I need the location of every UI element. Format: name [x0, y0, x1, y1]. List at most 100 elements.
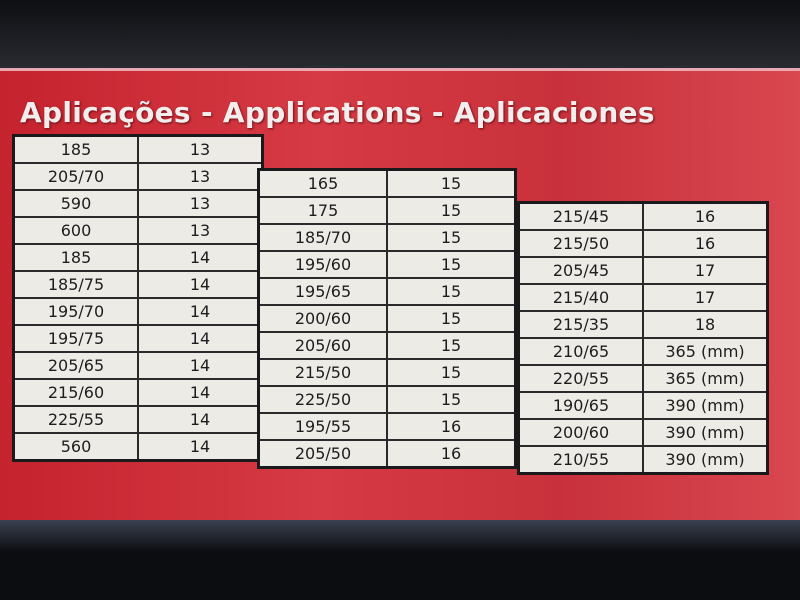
- tire-size-cell: 210/65: [517, 337, 644, 366]
- table-row: 165 15: [257, 168, 517, 198]
- rim-size-cell: 15: [386, 196, 517, 225]
- rim-size-cell: 390 (mm): [642, 445, 769, 475]
- tire-size-cell: 165: [257, 168, 388, 198]
- rim-size-cell: 15: [386, 331, 517, 360]
- rim-size-cell: 16: [386, 439, 517, 469]
- rim-size-cell: 14: [137, 243, 264, 272]
- table-row: 205/65 14: [12, 351, 264, 380]
- rim-size-cell: 15: [386, 358, 517, 387]
- rim-size-cell: 13: [137, 134, 264, 164]
- tire-size-cell: 215/60: [12, 378, 139, 407]
- tire-size-cell: 195/65: [257, 277, 388, 306]
- table-row: 215/50 15: [257, 358, 517, 387]
- tire-size-cell: 200/60: [257, 304, 388, 333]
- table-row: 185 14: [12, 243, 264, 272]
- rim-size-cell: 14: [137, 432, 264, 462]
- table-row: 195/75 14: [12, 324, 264, 353]
- table-row: 205/50 16: [257, 439, 517, 469]
- table-row: 195/55 16: [257, 412, 517, 441]
- rim-size-cell: 15: [386, 277, 517, 306]
- tire-size-cell: 205/50: [257, 439, 388, 469]
- applications-table-2: 165 15 175 15 185/70 15 195/60 15 195/65 15 200/60…: [257, 168, 517, 469]
- table-row: 215/40 17: [517, 283, 769, 312]
- rim-size-cell: 390 (mm): [642, 418, 769, 447]
- table-row: 175 15: [257, 196, 517, 225]
- tire-size-cell: 215/45: [517, 201, 644, 231]
- table-row: 215/50 16: [517, 229, 769, 258]
- table-row: 225/55 14: [12, 405, 264, 434]
- rim-size-cell: 14: [137, 297, 264, 326]
- rim-size-cell: 15: [386, 304, 517, 333]
- tire-size-cell: 220/55: [517, 364, 644, 393]
- tire-size-cell: 205/45: [517, 256, 644, 285]
- tire-size-cell: 185: [12, 243, 139, 272]
- tire-size-cell: 175: [257, 196, 388, 225]
- tire-size-cell: 210/55: [517, 445, 644, 475]
- label-title: Aplicações - Applications - Aplicaciones: [20, 96, 655, 129]
- rim-size-cell: 13: [137, 162, 264, 191]
- applications-table-3: 215/45 16 215/50 16 205/45 17 215/40 17 215/35 18…: [517, 201, 769, 475]
- tire-size-cell: 195/70: [12, 297, 139, 326]
- tire-size-cell: 215/35: [517, 310, 644, 339]
- dark-background-top: [0, 0, 800, 72]
- table-row: 185/70 15: [257, 223, 517, 252]
- rim-size-cell: 15: [386, 385, 517, 414]
- tire-size-cell: 560: [12, 432, 139, 462]
- rim-size-cell: 365 (mm): [642, 364, 769, 393]
- rim-size-cell: 15: [386, 250, 517, 279]
- tire-size-cell: 185/75: [12, 270, 139, 299]
- tire-size-cell: 215/50: [517, 229, 644, 258]
- rim-size-cell: 16: [386, 412, 517, 441]
- tire-size-cell: 195/75: [12, 324, 139, 353]
- dark-background-bottom: [0, 520, 800, 600]
- tire-size-cell: 185: [12, 134, 139, 164]
- tire-size-cell: 205/70: [12, 162, 139, 191]
- table-row: 225/50 15: [257, 385, 517, 414]
- table-row: 590 13: [12, 189, 264, 218]
- table-row: 195/60 15: [257, 250, 517, 279]
- table-row: 205/45 17: [517, 256, 769, 285]
- tire-size-cell: 190/65: [517, 391, 644, 420]
- table-row: 215/35 18: [517, 310, 769, 339]
- tire-size-cell: 215/50: [257, 358, 388, 387]
- rim-size-cell: 17: [642, 283, 769, 312]
- tire-size-cell: 185/70: [257, 223, 388, 252]
- tire-size-cell: 205/60: [257, 331, 388, 360]
- rim-size-cell: 14: [137, 270, 264, 299]
- rim-size-cell: 14: [137, 405, 264, 434]
- table-row: 195/70 14: [12, 297, 264, 326]
- tire-size-cell: 225/55: [12, 405, 139, 434]
- tire-size-cell: 215/40: [517, 283, 644, 312]
- rim-size-cell: 14: [137, 378, 264, 407]
- rim-size-cell: 15: [386, 168, 517, 198]
- tire-size-cell: 600: [12, 216, 139, 245]
- rim-size-cell: 18: [642, 310, 769, 339]
- table-row: 600 13: [12, 216, 264, 245]
- tire-size-cell: 195/60: [257, 250, 388, 279]
- table-row: 220/55 365 (mm): [517, 364, 769, 393]
- table-row: 185 13: [12, 134, 264, 164]
- table-row: 205/70 13: [12, 162, 264, 191]
- rim-size-cell: 13: [137, 216, 264, 245]
- table-row: 205/60 15: [257, 331, 517, 360]
- table-row: 185/75 14: [12, 270, 264, 299]
- rim-size-cell: 16: [642, 229, 769, 258]
- table-row: 215/45 16: [517, 201, 769, 231]
- rim-size-cell: 14: [137, 324, 264, 353]
- rim-size-cell: 13: [137, 189, 264, 218]
- table-row: 195/65 15: [257, 277, 517, 306]
- table-row: 560 14: [12, 432, 264, 462]
- tire-size-cell: 195/55: [257, 412, 388, 441]
- applications-table-1: 185 13 205/70 13 590 13 600 13 185 14 185/75 14 195/…: [12, 134, 264, 462]
- table-row: 210/65 365 (mm): [517, 337, 769, 366]
- rim-size-cell: 17: [642, 256, 769, 285]
- rim-size-cell: 390 (mm): [642, 391, 769, 420]
- tire-size-cell: 590: [12, 189, 139, 218]
- rim-size-cell: 15: [386, 223, 517, 252]
- tire-size-cell: 205/65: [12, 351, 139, 380]
- rim-size-cell: 365 (mm): [642, 337, 769, 366]
- table-row: 210/55 390 (mm): [517, 445, 769, 475]
- table-row: 215/60 14: [12, 378, 264, 407]
- table-row: 200/60 390 (mm): [517, 418, 769, 447]
- rim-size-cell: 16: [642, 201, 769, 231]
